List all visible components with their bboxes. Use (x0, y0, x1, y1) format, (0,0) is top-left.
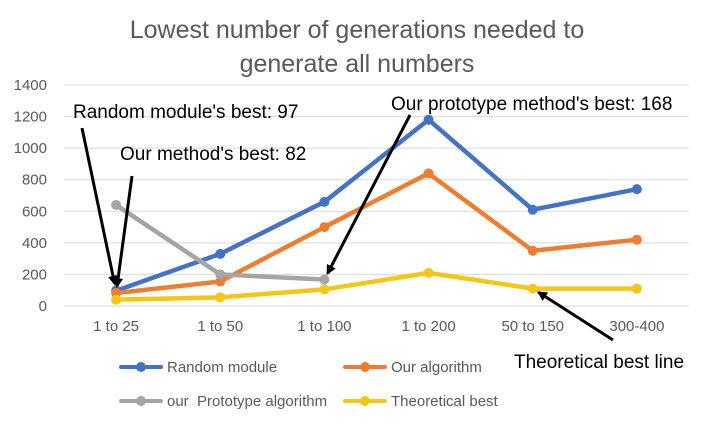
annotation-random-best: Random module's best: 97 (73, 102, 298, 123)
arrow-random-best (80, 127, 118, 286)
arrow-prototype-best (326, 114, 412, 276)
data-point-our-algorithm-300-400 (631, 234, 642, 245)
x-tick-label-50-to-150: 50 to 150 (501, 318, 564, 335)
legend: Random module Our algorithm our Prototyp… (119, 359, 499, 410)
y-tick-label: 0 (39, 298, 47, 315)
data-point-theoretical-best-50-to-150 (527, 283, 538, 294)
x-tick-label-1-to-100: 1 to 100 (297, 318, 351, 335)
data-point-our-algorithm-50-to-150 (527, 245, 538, 256)
data-point-random-module-1-to-50 (215, 248, 226, 259)
annotation-arrows (80, 114, 614, 342)
annotation-theoretical-best-line: Theoretical best line (514, 352, 684, 373)
data-point-theoretical-best-1-to-25 (111, 294, 122, 305)
legend-label-theoretical-best: Theoretical best (391, 393, 499, 410)
y-tick-label: 600 (22, 203, 47, 220)
data-point-random-module-1-to-100 (319, 196, 330, 207)
x-tick-label-1-to-200: 1 to 200 (401, 318, 455, 335)
data-point-random-module-1-to-200 (423, 114, 434, 125)
series-line-theoretical-best (113, 270, 640, 302)
legend-item-prototype-algorithm: our Prototype algorithm (119, 393, 327, 410)
y-tick-label: 1200 (14, 109, 47, 126)
series-our-algorithm (111, 168, 642, 299)
y-tick-label: 800 (22, 172, 47, 189)
legend-label-random-module: Random module (167, 359, 277, 376)
data-point-our-algorithm-1-to-50 (215, 276, 226, 287)
data-point-our-algorithm-1-to-100 (319, 222, 330, 233)
data-point-theoretical-best-300-400 (631, 283, 642, 294)
legend-item-our-algorithm: Our algorithm (343, 359, 482, 376)
legend-marker-random-module (136, 362, 146, 372)
legend-marker-prototype-algorithm (136, 396, 146, 406)
annotation-prototype-best: Our prototype method's best: 168 (391, 94, 672, 115)
y-tick-label: 400 (22, 235, 47, 252)
x-axis-ticks: 1 to 25 1 to 50 1 to 100 1 to 200 50 to 150 3… (93, 318, 664, 335)
chart-title-line-1: Lowest number of generations needed to (130, 16, 584, 44)
y-tick-label: 1400 (14, 77, 47, 94)
legend-label-our-algorithm: Our algorithm (391, 359, 482, 376)
y-tick-label: 200 (22, 266, 47, 283)
annotation-our-method-best: Our method's best: 82 (120, 144, 306, 165)
chart-title-line-2: generate all numbers (240, 50, 475, 78)
series-our-prototype-algorithm (111, 199, 330, 285)
series-line-random-module (113, 117, 640, 293)
series-line-our-algorithm (113, 171, 640, 296)
y-tick-label: 1000 (14, 140, 47, 157)
x-tick-label-1-to-50: 1 to 50 (197, 318, 243, 335)
data-point-theoretical-best-1-to-200 (423, 267, 434, 278)
data-point-random-module-300-400 (631, 184, 642, 195)
legend-item-random-module: Random module (119, 359, 277, 376)
series-lines (111, 114, 642, 305)
data-point-random-module-50-to-150 (527, 204, 538, 215)
legend-marker-theoretical-best (360, 396, 370, 406)
legend-label-prototype-algorithm: our Prototype algorithm (167, 393, 327, 410)
data-point-theoretical-best-1-to-50 (215, 292, 226, 303)
y-axis-ticks: 0 200 400 600 800 1000 1200 1400 (14, 77, 47, 315)
arrow-theoretical-best-line (536, 291, 614, 342)
data-point-our-prototype-algorithm-1-to-100 (319, 274, 330, 285)
series-theoretical-best (111, 267, 642, 305)
x-tick-label-1-to-25: 1 to 25 (93, 318, 139, 335)
data-point-our-prototype-algorithm-1-to-25 (111, 199, 122, 210)
x-tick-label-300-400: 300-400 (609, 318, 664, 335)
legend-item-theoretical-best: Theoretical best (343, 393, 499, 410)
data-point-our-prototype-algorithm-1-to-50 (215, 269, 226, 280)
arrow-our-method-best (113, 175, 134, 289)
data-point-theoretical-best-1-to-100 (319, 284, 330, 295)
series-random-module (111, 114, 642, 296)
data-point-our-algorithm-1-to-200 (423, 168, 434, 179)
legend-marker-our-algorithm (360, 362, 370, 372)
